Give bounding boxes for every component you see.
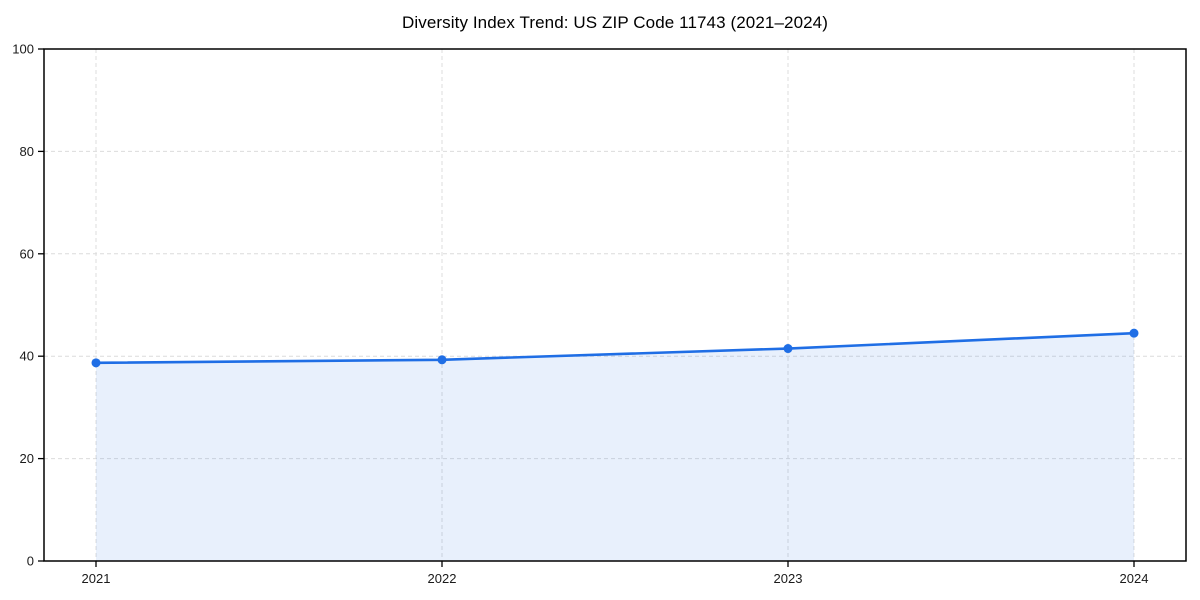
y-tick-label: 40 <box>20 349 34 364</box>
x-tick-label: 2024 <box>1120 571 1149 586</box>
area-fill <box>96 333 1134 561</box>
axis-ticks-group <box>38 48 1135 567</box>
y-tick-label: 20 <box>20 451 34 466</box>
y-tick-label: 80 <box>20 144 34 159</box>
data-point <box>1129 328 1139 338</box>
y-tick-label: 0 <box>27 554 34 569</box>
axis-labels-group: 0 20 40 60 80 100 2021 2022 2023 2024 <box>12 42 1148 587</box>
area-under-line <box>96 333 1134 561</box>
axis-box <box>43 48 1187 562</box>
trend-line <box>94 331 1136 365</box>
chart-title: Diversity Index Trend: US ZIP Code 11743… <box>401 13 829 32</box>
data-point <box>437 355 447 365</box>
y-tick-label: 100 <box>12 42 34 57</box>
x-tick-label: 2022 <box>428 571 457 586</box>
data-point <box>91 358 101 368</box>
x-tick-label: 2023 <box>774 571 803 586</box>
data-point <box>783 344 793 354</box>
series-line <box>94 331 1136 365</box>
x-tick-label: 2021 <box>82 571 111 586</box>
y-tick-label: 60 <box>20 246 34 261</box>
data-points-group <box>91 328 1139 368</box>
plot-border <box>43 48 1187 562</box>
